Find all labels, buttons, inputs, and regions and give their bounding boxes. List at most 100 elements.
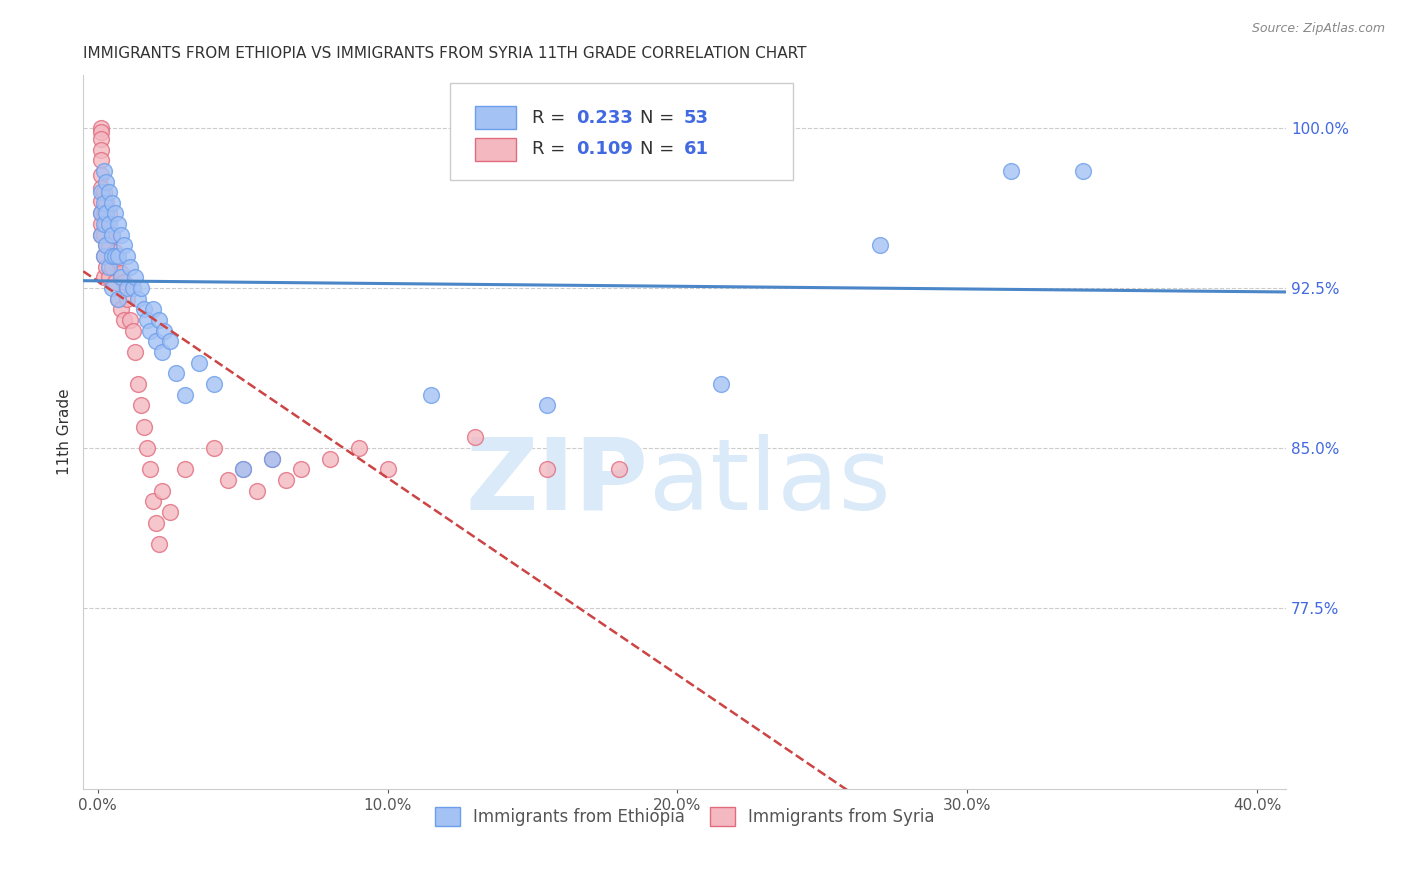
Point [159, 334, 181, 349]
Point [93, 227, 115, 242]
Point [101, 260, 124, 274]
Point [260, 451, 283, 466]
Text: ZIP: ZIP [465, 434, 648, 531]
Point [107, 292, 129, 306]
Text: 61: 61 [683, 140, 709, 158]
Point [93, 206, 115, 220]
Point [90, 143, 112, 157]
Point [159, 505, 181, 519]
Point [129, 398, 152, 412]
Point [96, 174, 118, 188]
Point [101, 227, 124, 242]
Point [93, 217, 115, 231]
Point [710, 377, 733, 392]
Point [217, 473, 239, 487]
Point [127, 377, 149, 392]
Point [142, 302, 165, 317]
Point [110, 270, 132, 285]
Point [90, 206, 112, 220]
Point [104, 244, 127, 259]
Text: Source: ZipAtlas.com: Source: ZipAtlas.com [1251, 22, 1385, 36]
Point [121, 324, 143, 338]
Point [148, 313, 170, 327]
FancyBboxPatch shape [475, 137, 516, 161]
Text: R =: R = [531, 140, 571, 158]
Point [107, 249, 129, 263]
Point [90, 125, 112, 139]
Point [134, 419, 156, 434]
Point [104, 206, 127, 220]
Point [90, 153, 112, 168]
Point [142, 494, 165, 508]
Point [93, 164, 115, 178]
Point [90, 227, 112, 242]
Point [246, 483, 269, 498]
Point [93, 270, 115, 285]
Point [347, 441, 370, 455]
Point [115, 281, 138, 295]
Point [232, 462, 254, 476]
Point [101, 227, 124, 242]
Point [127, 292, 149, 306]
Point [150, 345, 173, 359]
Point [165, 367, 187, 381]
FancyBboxPatch shape [450, 84, 793, 180]
FancyBboxPatch shape [475, 106, 516, 129]
Point [90, 185, 112, 199]
Point [96, 217, 118, 231]
Point [101, 195, 124, 210]
Point [107, 253, 129, 268]
Point [1071, 164, 1094, 178]
Point [90, 181, 112, 195]
Point [420, 388, 443, 402]
Point [1000, 164, 1022, 178]
Point [153, 324, 176, 338]
Point [112, 313, 135, 327]
Point [90, 217, 112, 231]
Point [173, 388, 195, 402]
Point [90, 227, 112, 242]
Point [136, 441, 159, 455]
Text: 0.233: 0.233 [576, 109, 633, 127]
Point [90, 206, 112, 220]
Point [145, 334, 167, 349]
Text: R =: R = [531, 109, 571, 127]
Point [110, 302, 132, 317]
Point [96, 238, 118, 252]
Point [609, 462, 631, 476]
Point [232, 462, 254, 476]
Point [112, 275, 135, 289]
Point [290, 462, 312, 476]
Point [107, 217, 129, 231]
Text: 53: 53 [683, 109, 709, 127]
Point [104, 249, 127, 263]
Point [93, 185, 115, 199]
Point [90, 194, 112, 208]
Point [98, 217, 121, 231]
Text: N =: N = [640, 140, 681, 158]
Point [118, 260, 141, 274]
Text: atlas: atlas [648, 434, 890, 531]
Point [202, 441, 225, 455]
Point [536, 398, 558, 412]
Point [124, 345, 146, 359]
Point [93, 249, 115, 263]
Point [150, 483, 173, 498]
Point [148, 537, 170, 551]
Point [260, 451, 283, 466]
Point [101, 249, 124, 263]
Point [536, 462, 558, 476]
Point [98, 260, 121, 274]
Point [377, 462, 399, 476]
Point [93, 195, 115, 210]
Point [318, 451, 340, 466]
Point [98, 270, 121, 285]
Point [121, 281, 143, 295]
Point [129, 281, 152, 295]
Point [98, 206, 121, 220]
Point [112, 238, 135, 252]
Legend: Immigrants from Ethiopia, Immigrants from Syria: Immigrants from Ethiopia, Immigrants fro… [426, 798, 943, 834]
Point [124, 270, 146, 285]
Point [202, 377, 225, 392]
Point [118, 313, 141, 327]
